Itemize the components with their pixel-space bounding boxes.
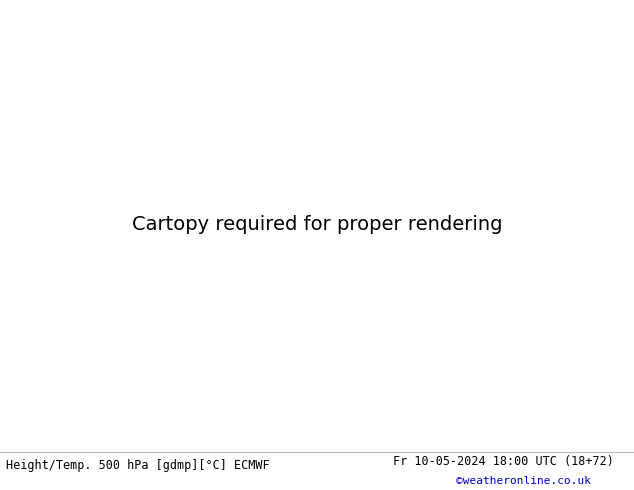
Text: Height/Temp. 500 hPa [gdmp][°C] ECMWF: Height/Temp. 500 hPa [gdmp][°C] ECMWF xyxy=(6,459,270,471)
Text: ©weatheronline.co.uk: ©weatheronline.co.uk xyxy=(456,476,592,486)
Text: Fr 10-05-2024 18:00 UTC (18+72): Fr 10-05-2024 18:00 UTC (18+72) xyxy=(393,455,614,467)
Text: Cartopy required for proper rendering: Cartopy required for proper rendering xyxy=(132,216,502,234)
